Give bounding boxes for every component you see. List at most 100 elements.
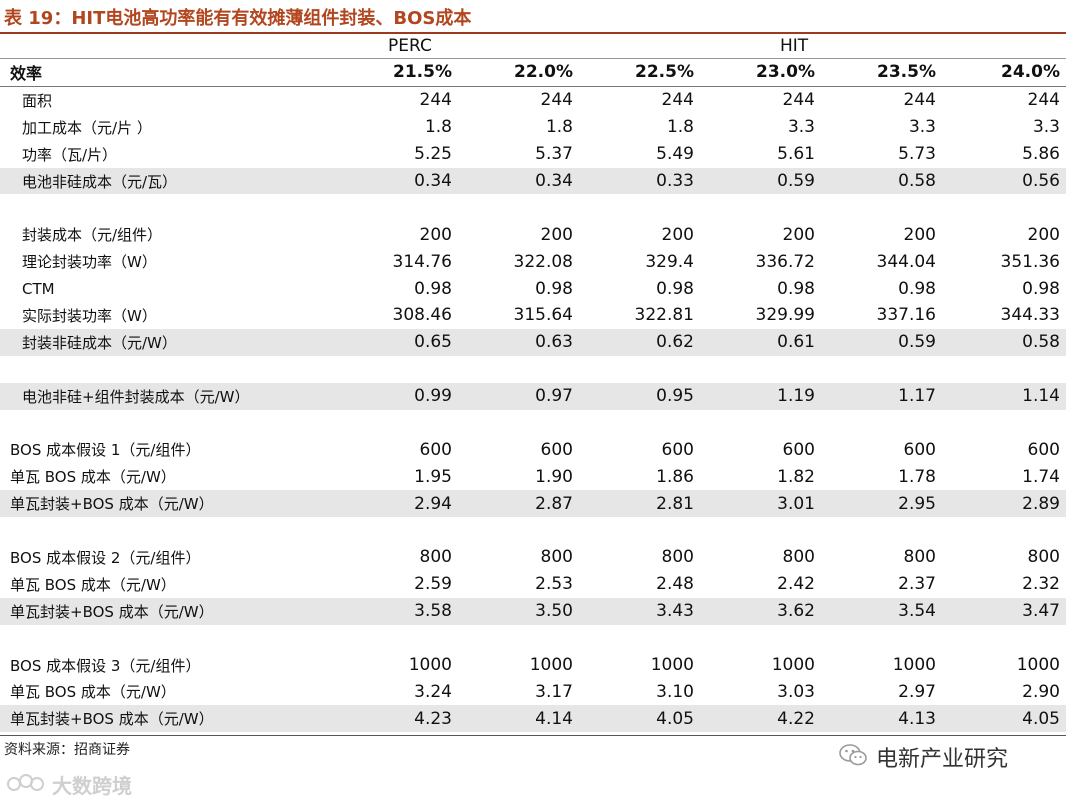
row-label: 单瓦 BOS 成本（元/W） xyxy=(10,683,176,702)
cell: 5.73 xyxy=(898,144,936,165)
cell: 3.3 xyxy=(908,117,936,138)
cell: 322.08 xyxy=(513,251,573,272)
cell: 2.97 xyxy=(898,681,936,702)
cell: 200 xyxy=(1027,224,1060,245)
row-label: 封装成本（元/组件） xyxy=(22,226,163,245)
cell: 4.05 xyxy=(579,705,700,733)
cell: 315.64 xyxy=(513,305,573,326)
row-label: BOS 成本假设 3（元/组件） xyxy=(10,656,201,675)
cell: 244 xyxy=(540,90,573,111)
cell: 23.5% xyxy=(821,59,942,87)
cell: 200 xyxy=(782,224,815,245)
table-row: 单瓦 BOS 成本（元/W） 3.24 3.17 3.10 3.03 2.97 … xyxy=(0,678,1066,705)
cell: 24.0% xyxy=(942,59,1066,87)
row-label: 效率 xyxy=(0,59,336,87)
cell: 0.97 xyxy=(458,382,579,410)
group-divider xyxy=(0,58,1066,59)
cell: 800 xyxy=(419,547,452,568)
table-row: BOS 成本假设 1（元/组件） 600 600 600 600 600 600 xyxy=(0,436,1066,463)
row-label: 电池非硅成本（元/瓦） xyxy=(0,167,336,195)
cell: 3.43 xyxy=(579,597,700,625)
cell: 0.59 xyxy=(821,328,942,356)
cell: 0.63 xyxy=(458,328,579,356)
cell: 2.32 xyxy=(1022,574,1060,595)
cell: 5.25 xyxy=(414,144,452,165)
row-label: CTM xyxy=(22,279,55,298)
cell: 344.33 xyxy=(1000,305,1060,326)
cell: 4.23 xyxy=(336,705,458,733)
cell: 3.17 xyxy=(535,681,573,702)
group-label-perc: PERC xyxy=(388,36,432,56)
row-label: 单瓦封装+BOS 成本（元/W） xyxy=(0,597,336,625)
table-row: 单瓦封装+BOS 成本（元/W） 2.94 2.87 2.81 3.01 2.9… xyxy=(0,490,1066,518)
cell: 200 xyxy=(419,224,452,245)
cell: 0.65 xyxy=(336,328,458,356)
cell: 3.24 xyxy=(414,681,452,702)
cell: 0.98 xyxy=(898,278,936,299)
cell: 3.10 xyxy=(656,681,694,702)
cell: 3.58 xyxy=(336,597,458,625)
cell: 600 xyxy=(419,439,452,460)
cell: 4.05 xyxy=(942,705,1066,733)
cell: 336.72 xyxy=(755,251,815,272)
cell: 800 xyxy=(1027,547,1060,568)
cell: 244 xyxy=(782,90,815,111)
cell: 0.58 xyxy=(942,328,1066,356)
cell: 1.78 xyxy=(898,466,936,487)
wechat-badge: 电新产业研究 xyxy=(838,740,1008,774)
table-row: 单瓦封装+BOS 成本（元/W） 4.23 4.14 4.05 4.22 4.1… xyxy=(0,705,1066,733)
cell: 5.37 xyxy=(535,144,573,165)
cell: 244 xyxy=(1027,90,1060,111)
row-label: 单瓦封装+BOS 成本（元/W） xyxy=(0,705,336,733)
cell: 1.8 xyxy=(666,117,694,138)
cell: 0.59 xyxy=(700,167,821,195)
cell: 0.98 xyxy=(777,278,815,299)
cell: 600 xyxy=(540,439,573,460)
cell: 329.99 xyxy=(755,305,815,326)
cell: 22.5% xyxy=(579,59,700,87)
cell: 0.98 xyxy=(535,278,573,299)
cell: 1000 xyxy=(771,655,815,676)
cell: 1.82 xyxy=(777,466,815,487)
cell: 600 xyxy=(903,439,936,460)
cell: 22.0% xyxy=(458,59,579,87)
cell: 3.01 xyxy=(700,490,821,518)
efficiency-header-row: 效率 21.5% 22.0% 22.5% 23.0% 23.5% 24.0% xyxy=(0,59,1066,87)
row-label: 单瓦封装+BOS 成本（元/W） xyxy=(0,490,336,518)
spacer-row xyxy=(0,194,1066,221)
cell: 0.99 xyxy=(336,382,458,410)
title-rule xyxy=(0,32,1066,34)
group-header-row: PERC HIT xyxy=(0,34,1066,58)
cell: 23.0% xyxy=(700,59,821,87)
cell: 0.95 xyxy=(579,382,700,410)
cell: 4.22 xyxy=(700,705,821,733)
cell: 800 xyxy=(782,547,815,568)
cell: 5.61 xyxy=(777,144,815,165)
table-row: 实际封装功率（W） 308.46 315.64 322.81 329.99 33… xyxy=(0,302,1066,329)
cell: 2.48 xyxy=(656,574,694,595)
table-row: 面积 244 244 244 244 244 244 xyxy=(0,86,1066,113)
cell: 1.19 xyxy=(700,382,821,410)
row-label: 封装非硅成本（元/W） xyxy=(0,328,336,356)
cost-table: 效率 21.5% 22.0% 22.5% 23.0% 23.5% 24.0% 面… xyxy=(0,59,1066,733)
cell: 3.62 xyxy=(700,597,821,625)
cell: 308.46 xyxy=(392,305,452,326)
cell: 1.8 xyxy=(545,117,573,138)
cell: 200 xyxy=(661,224,694,245)
table-row: 理论封装功率（W） 314.76 322.08 329.4 336.72 344… xyxy=(0,248,1066,275)
cell: 2.37 xyxy=(898,574,936,595)
cell: 337.16 xyxy=(876,305,936,326)
cell: 1.17 xyxy=(821,382,942,410)
cell: 1.95 xyxy=(414,466,452,487)
row-label: BOS 成本假设 1（元/组件） xyxy=(10,441,201,460)
cell: 200 xyxy=(903,224,936,245)
table-row: BOS 成本假设 2（元/组件） 800 800 800 800 800 800 xyxy=(0,544,1066,571)
cell: 800 xyxy=(903,547,936,568)
row-label: 理论封装功率（W） xyxy=(22,253,157,272)
table-row: 单瓦 BOS 成本（元/W） 1.95 1.90 1.86 1.82 1.78 … xyxy=(0,463,1066,490)
cell: 2.53 xyxy=(535,574,573,595)
cell: 3.3 xyxy=(1032,117,1060,138)
cell: 0.61 xyxy=(700,328,821,356)
cell: 4.14 xyxy=(458,705,579,733)
cell: 21.5% xyxy=(336,59,458,87)
